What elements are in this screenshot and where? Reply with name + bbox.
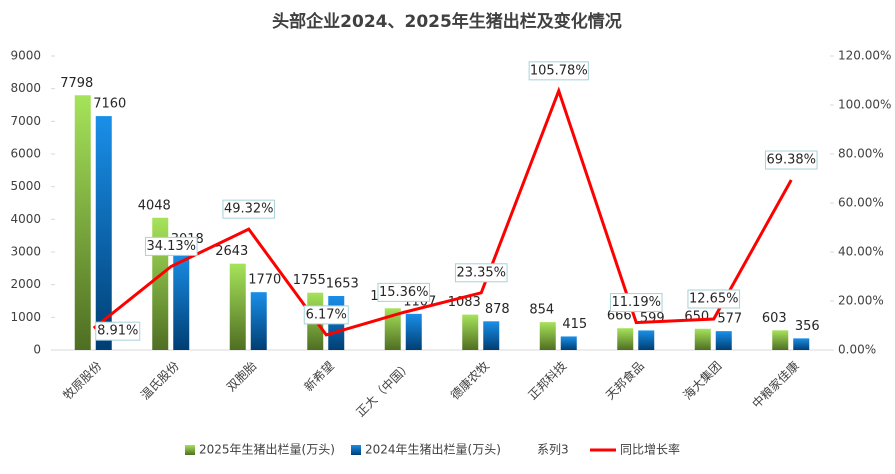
value-label: 577 bbox=[717, 312, 742, 327]
bar bbox=[772, 330, 789, 350]
value-label: 6.17% bbox=[306, 307, 347, 322]
x-tick-label: 德康农牧 bbox=[447, 358, 492, 403]
value-label: 12.65% bbox=[689, 292, 739, 307]
value-label: 603 bbox=[762, 311, 787, 326]
value-label: 105.78% bbox=[530, 63, 588, 78]
label-box bbox=[95, 321, 141, 341]
y2-tick-label: 100.00% bbox=[838, 98, 891, 112]
bar bbox=[715, 331, 732, 350]
value-label: 1755 bbox=[293, 273, 326, 288]
value-label: 1653 bbox=[326, 277, 359, 292]
value-label: 69.38% bbox=[766, 153, 816, 168]
bar bbox=[560, 336, 577, 350]
bar bbox=[74, 95, 91, 350]
bar bbox=[95, 116, 112, 351]
bar bbox=[539, 322, 556, 350]
bar bbox=[638, 330, 655, 350]
y2-tick-label: 40.00% bbox=[838, 245, 884, 259]
bar bbox=[793, 338, 810, 350]
label-box bbox=[377, 282, 431, 302]
y2-tick-label: 80.00% bbox=[838, 147, 884, 161]
value-label: 49.32% bbox=[224, 202, 274, 217]
y2-tick-label: 20.00% bbox=[838, 294, 884, 308]
value-label: 4048 bbox=[138, 198, 171, 213]
legend-label: 2025年生猪出栏量(万头) bbox=[199, 442, 335, 457]
y-tick-label: 2000 bbox=[10, 277, 41, 291]
label-box bbox=[528, 61, 589, 81]
x-tick-label: 双胞胎 bbox=[224, 359, 259, 394]
label-box bbox=[222, 199, 276, 219]
y-tick-label: 8000 bbox=[10, 81, 41, 95]
chart-title: 头部企业2024、2025年生猪出栏及变化情况 bbox=[272, 11, 622, 32]
x-tick-label: 海大集团 bbox=[680, 358, 725, 403]
bar bbox=[405, 313, 422, 350]
x-tick-label: 正邦科技 bbox=[525, 359, 569, 403]
bar bbox=[694, 328, 711, 350]
y-tick-label: 9000 bbox=[10, 49, 41, 63]
value-label: 7160 bbox=[93, 97, 126, 112]
legend-label: 系列3 bbox=[537, 443, 569, 457]
x-tick-label: 正大（中国） bbox=[353, 358, 415, 420]
value-label: 415 bbox=[562, 317, 587, 332]
x-tick-label: 天邦食品 bbox=[602, 358, 647, 403]
value-label: 854 bbox=[529, 303, 554, 318]
value-label: 8.91% bbox=[97, 324, 138, 339]
y-tick-label: 3000 bbox=[10, 245, 41, 259]
value-label: 878 bbox=[485, 302, 510, 317]
y-tick-label: 4000 bbox=[10, 212, 41, 226]
y2-tick-label: 120.00% bbox=[838, 49, 891, 63]
value-label: 11.19% bbox=[611, 295, 661, 310]
value-label: 666 bbox=[607, 309, 632, 324]
x-tick-label: 新希望 bbox=[301, 358, 337, 394]
x-tick-label: 中粮家佳康 bbox=[749, 358, 802, 411]
label-box bbox=[144, 236, 198, 256]
label-box bbox=[687, 289, 741, 309]
y-tick-label: 1000 bbox=[10, 310, 41, 324]
bar bbox=[229, 263, 246, 350]
value-label: 7798 bbox=[60, 76, 93, 91]
bar bbox=[617, 328, 634, 350]
x-tick-label: 牧原股份 bbox=[60, 359, 104, 403]
x-tick-label: 温氏股份 bbox=[138, 359, 182, 403]
legend-swatch bbox=[351, 445, 361, 455]
value-label: 650 bbox=[684, 309, 709, 324]
legend-label: 2024年生猪出栏量(万头) bbox=[365, 442, 501, 457]
bar bbox=[250, 292, 267, 350]
label-box bbox=[303, 305, 349, 325]
legend-label: 同比增长率 bbox=[620, 442, 680, 457]
value-label: 1770 bbox=[248, 273, 281, 288]
bar bbox=[384, 308, 401, 350]
legend-swatch bbox=[185, 445, 195, 455]
bar bbox=[462, 314, 479, 350]
line bbox=[92, 86, 793, 337]
label-box bbox=[764, 150, 818, 170]
label-box bbox=[609, 293, 663, 313]
value-label: 34.13% bbox=[146, 239, 196, 254]
y-tick-label: 0 bbox=[33, 343, 41, 357]
y-tick-label: 7000 bbox=[10, 114, 41, 128]
value-label: 23.35% bbox=[456, 265, 506, 280]
y2-tick-label: 0.00% bbox=[838, 343, 876, 357]
y2-tick-label: 60.00% bbox=[838, 196, 884, 210]
y-tick-label: 5000 bbox=[10, 179, 41, 193]
value-label: 2643 bbox=[215, 244, 248, 259]
y-tick-label: 6000 bbox=[10, 147, 41, 161]
bar bbox=[173, 251, 190, 350]
bar bbox=[483, 321, 500, 350]
label-box bbox=[454, 263, 508, 283]
value-label: 356 bbox=[795, 319, 820, 334]
value-label: 15.36% bbox=[379, 285, 429, 300]
